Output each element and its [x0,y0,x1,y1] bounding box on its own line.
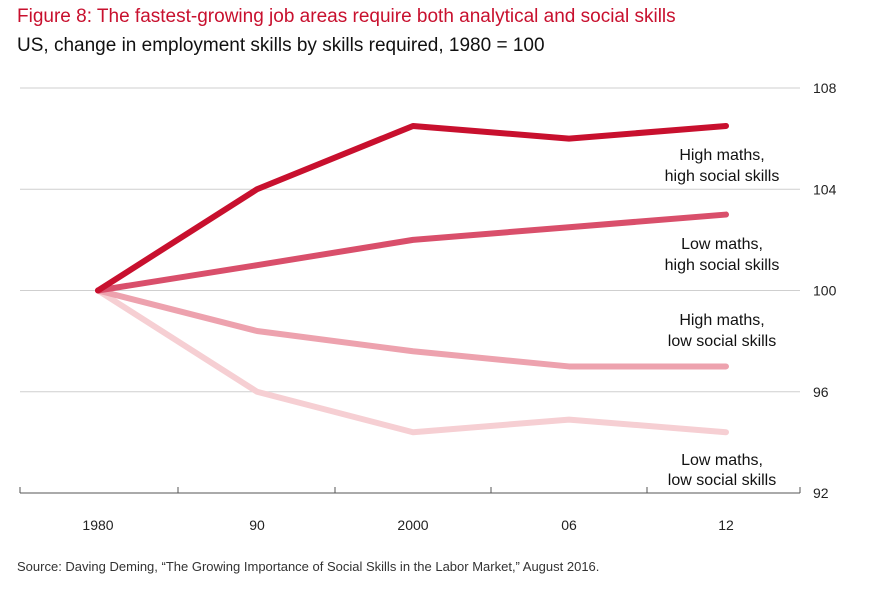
series-line [95,211,729,294]
series-label: High maths, low social skills [668,312,776,350]
series-line [95,287,729,370]
chart-title: Figure 8: The fastest-growing job areas … [17,6,676,27]
y-tick-label: 92 [813,485,829,501]
x-tick-label: 2000 [397,517,428,533]
source-note: Source: Daving Deming, “The Growing Impo… [17,559,600,574]
x-tick-label: 1980 [82,517,113,533]
series-labels: High maths, high social skills Low maths, h… [665,147,780,489]
series-label: Low maths, low social skills [668,452,776,489]
y-tick-label: 104 [813,181,837,197]
chart-subtitle: US, change in employment skills by skill… [17,35,545,56]
y-tick-label: 108 [813,80,837,96]
x-tick-label: 90 [249,517,265,533]
series-lines [95,122,729,436]
x-tick-label: 12 [718,517,734,533]
y-tick-label: 96 [813,384,829,400]
series-label: High maths, high social skills [665,147,780,185]
x-axis: 1980 90 2000 06 12 [19,487,801,533]
series-label: Low maths, high social skills [665,236,780,274]
x-tick-label: 06 [561,517,577,533]
y-tick-label: 100 [813,283,837,299]
gridlines: 92 96 100 104 108 [20,80,837,501]
series-line [95,287,729,436]
series-line [95,122,729,294]
